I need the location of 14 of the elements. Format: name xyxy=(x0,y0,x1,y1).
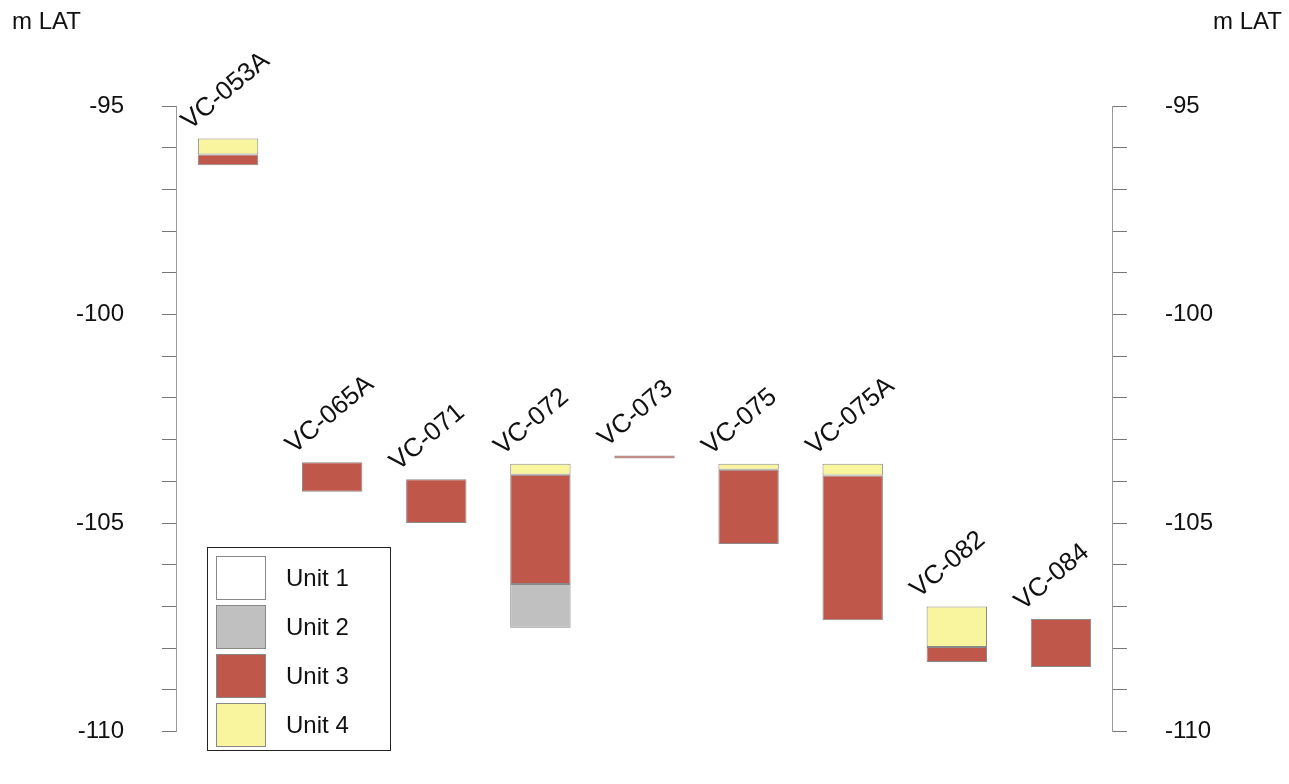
legend-label: Unit 3 xyxy=(286,662,349,691)
y-tick-label: -95 xyxy=(89,90,125,118)
y-tick-label: -110 xyxy=(77,716,125,744)
y2-tick-label: -105 xyxy=(1164,507,1214,535)
legend-label: Unit 4 xyxy=(286,711,349,740)
y2-axis-title: m LAT xyxy=(1213,6,1283,34)
y2-tick-label: -110 xyxy=(1164,716,1212,744)
y2-tick-label: -100 xyxy=(1164,299,1214,327)
y-axis-title: m LAT xyxy=(12,6,82,34)
legend-label: Unit 2 xyxy=(286,613,349,642)
legend-label: Unit 1 xyxy=(286,564,349,593)
y2-tick-label: -95 xyxy=(1164,90,1200,118)
y-tick-label: -105 xyxy=(75,507,125,535)
y-tick-label: -100 xyxy=(75,299,125,327)
